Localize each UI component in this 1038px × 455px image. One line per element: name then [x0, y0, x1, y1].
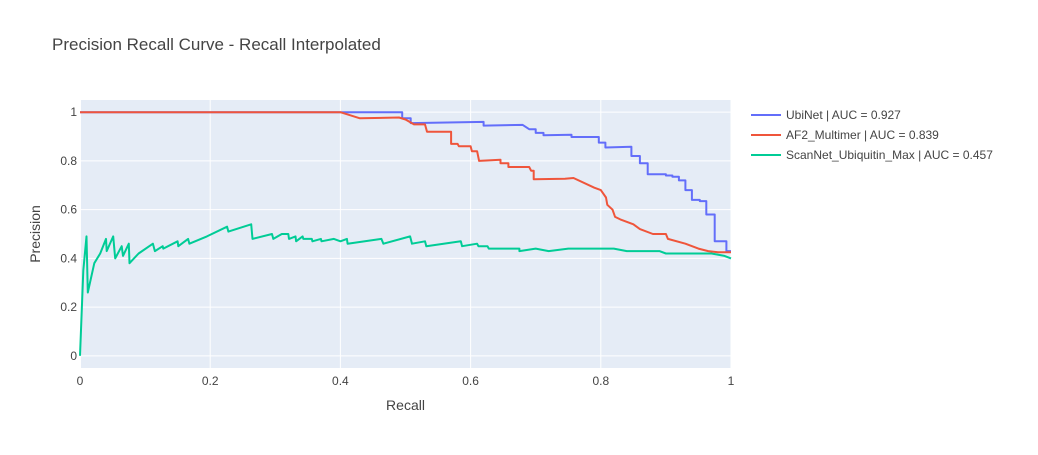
- y-tick-label: 0.8: [60, 154, 77, 168]
- legend-item[interactable]: AF2_Multimer | AUC = 0.839: [751, 128, 939, 142]
- legend-item[interactable]: UbiNet | AUC = 0.927: [751, 108, 901, 122]
- legend-label: AF2_Multimer | AUC = 0.839: [786, 128, 939, 142]
- legend-item[interactable]: ScanNet_Ubiquitin_Max | AUC = 0.457: [751, 148, 993, 162]
- legend-label: UbiNet | AUC = 0.927: [786, 108, 901, 122]
- series-line-1[interactable]: [80, 111, 731, 254]
- x-tick-label: 0.8: [592, 374, 609, 388]
- plot-background: [80, 100, 731, 368]
- series-line-2[interactable]: [79, 223, 732, 356]
- chart-title: Precision Recall Curve - Recall Interpol…: [52, 35, 381, 54]
- y-tick-label: 0.6: [60, 203, 77, 217]
- y-tick-label: 0: [70, 349, 77, 363]
- x-tick-label: 0.6: [462, 374, 479, 388]
- legend[interactable]: UbiNet | AUC = 0.927 AF2_Multimer | AUC =…: [751, 108, 993, 162]
- x-tick-labels: 0 0.2 0.4 0.6 0.8 1: [77, 374, 735, 388]
- x-tick-label: 1: [728, 374, 735, 388]
- y-tick-labels: 0 0.2 0.4 0.6 0.8 1: [60, 105, 77, 363]
- legend-label: ScanNet_Ubiquitin_Max | AUC = 0.457: [786, 148, 993, 162]
- series-line-0[interactable]: [80, 111, 731, 253]
- y-tick-label: 0.4: [60, 251, 77, 265]
- y-axis-label: Precision: [27, 205, 43, 263]
- x-tick-label: 0: [77, 374, 84, 388]
- x-axis-label: Recall: [386, 397, 425, 413]
- y-tick-label: 1: [70, 105, 77, 119]
- series-lines: [79, 111, 732, 356]
- x-tick-label: 0.2: [202, 374, 219, 388]
- y-tick-label: 0.2: [60, 300, 77, 314]
- x-tick-label: 0.4: [332, 374, 349, 388]
